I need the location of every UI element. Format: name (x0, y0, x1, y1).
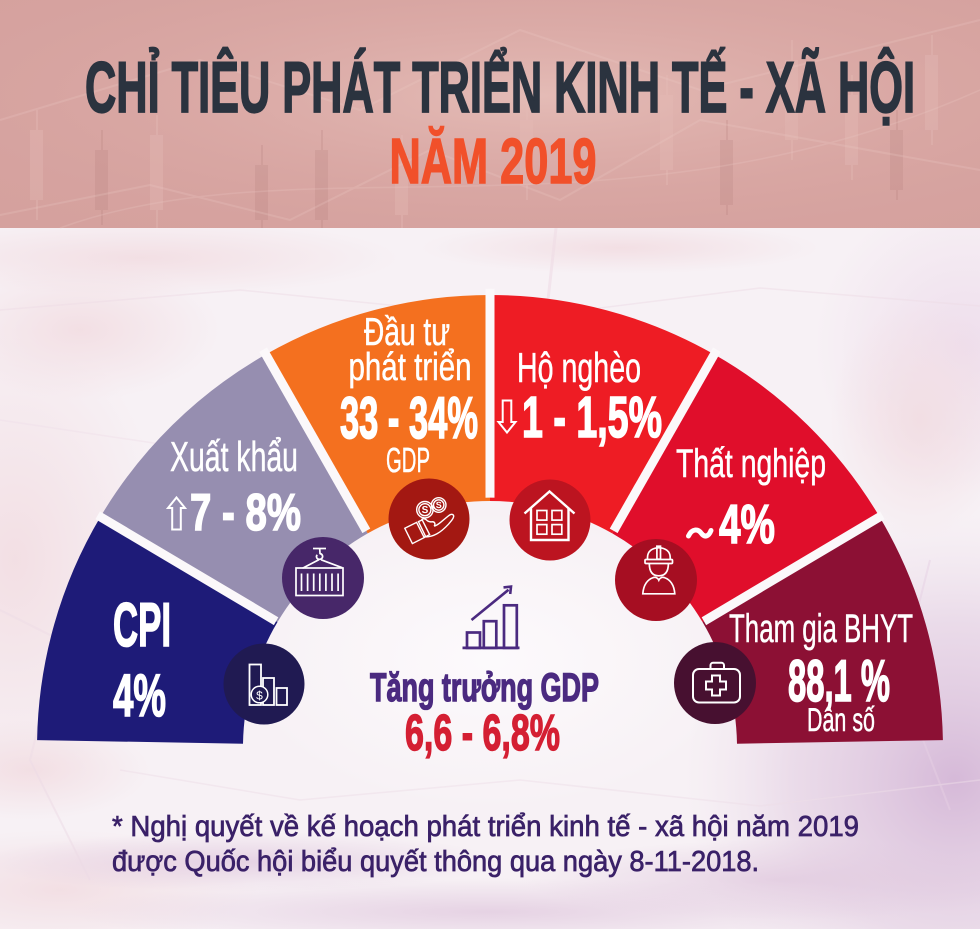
svg-text:CHỈ TIÊU PHÁT TRIỂN KINH TẾ -: CHỈ TIÊU PHÁT TRIỂN KINH TẾ - XÃ HỘI (85, 47, 915, 128)
svg-text:CPI: CPI (113, 591, 171, 660)
svg-text:Thất nghiệp: Thất nghiệp (676, 442, 826, 486)
svg-text:6,6 - 6,8%: 6,6 - 6,8% (405, 704, 560, 761)
svg-text:Hộ nghèo: Hộ nghèo (517, 344, 641, 391)
svg-text:4%: 4% (113, 662, 166, 729)
svg-text:Xuất khẩu: Xuất khẩu (170, 433, 298, 480)
svg-text:88,1 %: 88,1 % (788, 648, 890, 714)
svg-text:Đầu tư: Đầu tư (364, 311, 450, 354)
svg-text:phát triển: phát triển (348, 346, 471, 389)
svg-text:Tăng trưởng GDP: Tăng trưởng GDP (370, 666, 599, 710)
svg-text:7 - 8%: 7 - 8% (190, 484, 301, 542)
svg-text:NĂM 2019: NĂM 2019 (389, 125, 596, 197)
svg-text:33 - 34%: 33 - 34% (340, 385, 478, 451)
svg-text:S: S (422, 505, 429, 516)
svg-text:Dân số: Dân số (807, 701, 875, 738)
svg-text:được Quốc hội biểu quyết thông: được Quốc hội biểu quyết thông qua ngày … (112, 846, 759, 878)
svg-text:Tham gia BHYT: Tham gia BHYT (729, 607, 913, 651)
svg-text:$: $ (256, 689, 263, 703)
svg-text:* Nghị quyết về kế hoạch phát: * Nghị quyết về kế hoạch phát triển kinh… (112, 811, 859, 843)
svg-text:1 - 1,5%: 1 - 1,5% (522, 385, 662, 450)
svg-text:4%: 4% (719, 493, 775, 555)
svg-text:S: S (436, 500, 442, 510)
svg-text:GDP: GDP (386, 441, 430, 480)
